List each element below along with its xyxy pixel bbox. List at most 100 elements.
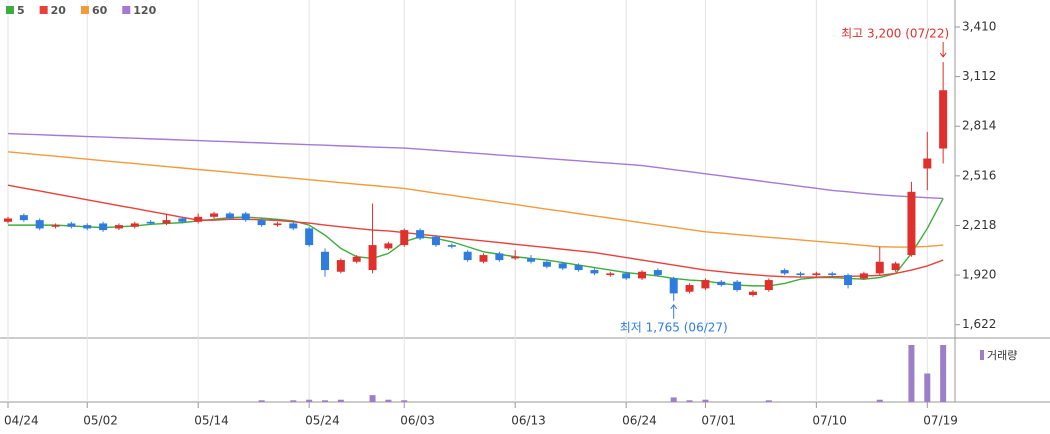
candle-body (669, 278, 678, 294)
candle-body (178, 218, 187, 222)
candle-body (257, 220, 266, 226)
volume-bar (940, 345, 947, 402)
candle-body (733, 281, 742, 291)
candle-body (51, 225, 60, 227)
candle-body (305, 228, 314, 246)
candle-body (273, 223, 282, 226)
legend-swatch (122, 6, 131, 14)
x-tick-label: 06/13 (511, 414, 546, 428)
candle-body (511, 256, 520, 259)
volume-bar (385, 399, 392, 402)
y-tick-label: 1,622 (962, 317, 996, 331)
x-tick-label: 04/24 (4, 414, 39, 428)
candle-body (384, 243, 393, 249)
candle-body (923, 158, 932, 169)
candle-body (67, 223, 76, 227)
candle-body (162, 220, 171, 224)
moving-average-line (7, 184, 944, 278)
x-tick-label: 05/02 (83, 414, 118, 428)
moving-average-line (7, 151, 944, 248)
volume-legend-label: 거래량 (987, 349, 1017, 362)
candle-body (114, 225, 123, 229)
moving-average-line (7, 132, 944, 200)
legend-swatch (80, 6, 89, 14)
legend-label: 5 (17, 4, 25, 17)
x-tick-label: 06/24 (622, 414, 657, 428)
candle-body (685, 285, 694, 292)
candle-body (542, 261, 551, 267)
y-tick-label: 2,516 (962, 168, 996, 182)
volume-bar (908, 345, 915, 402)
candle-body (606, 273, 615, 276)
high-arrow (939, 41, 947, 58)
candle-body (463, 251, 472, 261)
candle-body (859, 273, 868, 279)
candle-body (336, 260, 345, 272)
y-tick-label: 3,112 (962, 69, 996, 83)
candle-body (146, 221, 155, 224)
candle-body (83, 225, 92, 229)
candle-body (194, 216, 203, 222)
candle-body (748, 291, 757, 296)
legend-swatch (39, 6, 48, 14)
candle-body (701, 280, 710, 289)
volume-bar (258, 400, 265, 402)
volume-bar (290, 400, 297, 402)
candle-body (653, 270, 662, 276)
x-tick-label: 05/24 (305, 414, 340, 428)
candle-body (495, 253, 504, 261)
y-tick-label: 1,920 (962, 268, 996, 282)
candle-body (828, 273, 837, 276)
candle-body (812, 273, 821, 276)
volume-bar (401, 400, 408, 402)
x-tick-label: 06/03 (400, 414, 435, 428)
legend-label: 60 (92, 4, 108, 17)
candle-body (891, 263, 900, 271)
candle-body (400, 230, 409, 246)
candle-body (35, 220, 44, 229)
x-tick-label: 05/14 (194, 414, 229, 428)
legend-swatch (6, 6, 14, 14)
candle-body (590, 270, 599, 274)
candle-body (717, 281, 726, 286)
candle-body (431, 236, 440, 246)
candle-body (130, 223, 139, 227)
candle-body (638, 271, 646, 279)
y-tick-label: 3,410 (962, 19, 996, 33)
volume-bar (670, 397, 677, 402)
candle-body (844, 275, 853, 286)
candle-body (210, 213, 219, 217)
volume-legend-swatch (980, 350, 984, 360)
low-arrow (670, 304, 678, 319)
candle-body (939, 90, 948, 149)
volume-bar (686, 400, 693, 402)
volume-bar (765, 400, 772, 402)
high-annotation: 최고 3,200 (07/22) (841, 26, 949, 40)
candle-body (574, 265, 583, 271)
legend-label: 120 (133, 4, 156, 17)
candle-body (368, 245, 377, 271)
candle-body (19, 215, 28, 221)
moving-average-line (8, 198, 944, 287)
volume-bar (369, 395, 376, 402)
y-tick-label: 2,218 (962, 218, 996, 232)
legend-label: 20 (51, 4, 67, 17)
candle-body (622, 273, 631, 279)
candle-body (416, 230, 425, 239)
candle-body (352, 256, 361, 262)
y-tick-label: 2,814 (962, 119, 996, 133)
candle-body (225, 213, 234, 219)
candle-body (321, 251, 329, 271)
candle-body (875, 261, 884, 274)
candle-body (241, 213, 250, 221)
volume-bar (337, 399, 344, 402)
candle-body (907, 191, 916, 256)
volume-bar (876, 399, 883, 402)
x-tick-label: 07/19 (923, 414, 958, 428)
x-tick-label: 07/10 (812, 414, 847, 428)
low-annotation: 최저 1,765 (06/27) (620, 320, 728, 334)
volume-bar (322, 400, 328, 402)
candle-body (447, 245, 456, 247)
